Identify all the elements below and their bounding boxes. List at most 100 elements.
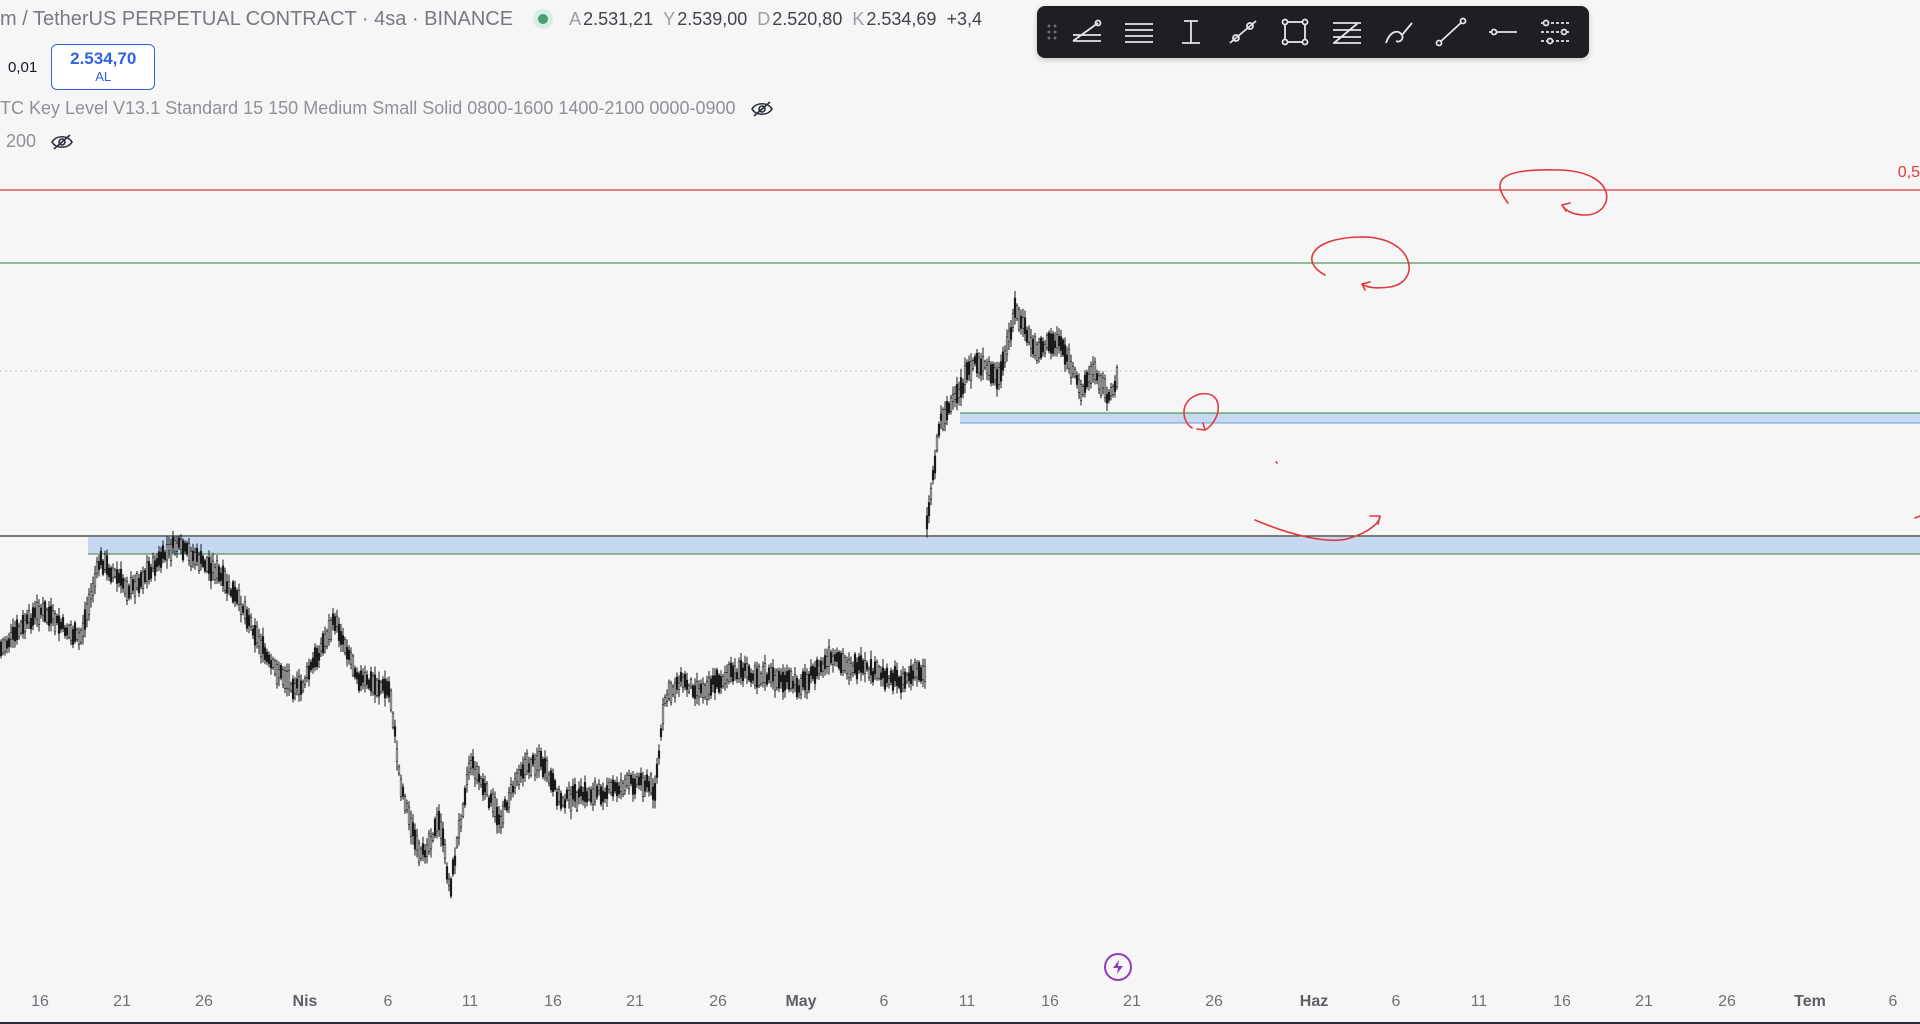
candle-body bbox=[1051, 333, 1055, 354]
candle-body bbox=[691, 685, 695, 697]
candle-body bbox=[267, 654, 271, 664]
line-with-points-icon[interactable] bbox=[1217, 10, 1269, 54]
candle-body bbox=[967, 361, 971, 375]
candle-body bbox=[535, 755, 539, 771]
candle-body bbox=[273, 660, 277, 675]
candle-body bbox=[247, 615, 251, 626]
eye-slash-icon[interactable] bbox=[750, 100, 774, 118]
time-axis-label: 21 bbox=[1635, 993, 1653, 1010]
support-zone-upper[interactable] bbox=[960, 413, 1920, 423]
candle-body bbox=[203, 560, 207, 572]
symbol-header: m / TetherUS PERPETUAL CONTRACT · 4sa · … bbox=[0, 4, 982, 34]
candle-body bbox=[437, 811, 441, 830]
candle-body bbox=[89, 591, 93, 600]
candle-body bbox=[823, 655, 827, 670]
candle-body bbox=[159, 551, 163, 568]
candle-body bbox=[91, 583, 95, 596]
candle-body bbox=[727, 663, 731, 682]
indicator-legend-ma[interactable]: 200 bbox=[6, 131, 74, 152]
candle-body bbox=[357, 673, 361, 691]
candle-body bbox=[1053, 340, 1057, 348]
candle-body bbox=[285, 671, 289, 689]
candle-body bbox=[595, 786, 599, 798]
candle-body bbox=[1017, 309, 1021, 330]
drag-handle-icon[interactable] bbox=[1043, 18, 1061, 46]
candle-body bbox=[219, 572, 223, 581]
candle-body bbox=[831, 655, 835, 665]
candle-body bbox=[313, 647, 317, 668]
buy-button[interactable]: 2.534,70 AL bbox=[51, 44, 156, 90]
trend-line-icon[interactable] bbox=[1425, 10, 1477, 54]
time-axis-label: 16 bbox=[1041, 993, 1059, 1010]
rectangle-icon[interactable] bbox=[1269, 10, 1321, 54]
candle-body bbox=[915, 668, 919, 679]
candle-body bbox=[1013, 297, 1017, 318]
candle-body bbox=[873, 661, 877, 675]
eye-slash-icon[interactable] bbox=[50, 133, 74, 151]
candle-body bbox=[947, 403, 951, 414]
horizontal-ray-icon[interactable] bbox=[1477, 10, 1529, 54]
candle-body bbox=[1019, 315, 1023, 329]
support-zone-lower[interactable] bbox=[88, 537, 1920, 554]
candle-body bbox=[153, 560, 157, 576]
candle-body bbox=[243, 601, 247, 619]
candle-body bbox=[349, 652, 353, 665]
candle-body bbox=[515, 773, 519, 782]
candle-body bbox=[591, 788, 595, 805]
candle-body bbox=[347, 649, 351, 660]
candle-body bbox=[797, 685, 801, 693]
candle-body bbox=[435, 814, 439, 832]
candle-body bbox=[711, 675, 715, 685]
candle-body bbox=[1015, 305, 1019, 320]
candle-body bbox=[821, 663, 825, 672]
candle-body bbox=[17, 625, 21, 638]
candle-body bbox=[213, 567, 217, 580]
indicator-legend-keylevel[interactable]: TC Key Level V13.1 Standard 15 150 Mediu… bbox=[0, 98, 774, 119]
candle-body bbox=[945, 401, 949, 421]
candle-body bbox=[775, 670, 779, 689]
ohlc-values: A 2.531,21 Y 2.539,00 D 2.520,80 K 2.534,69 … bbox=[569, 9, 982, 30]
candle-body bbox=[585, 791, 589, 803]
candle-body bbox=[737, 661, 741, 680]
candle-body bbox=[471, 756, 475, 769]
market-status-icon bbox=[533, 9, 554, 29]
hand-drawn-annotations[interactable] bbox=[1183, 168, 1920, 542]
candle-body bbox=[875, 661, 879, 679]
fib-lines-icon[interactable] bbox=[1321, 10, 1373, 54]
candle-body bbox=[411, 822, 415, 837]
candle-body bbox=[495, 806, 499, 826]
candle-body bbox=[881, 667, 885, 678]
candle-body bbox=[191, 550, 195, 561]
candle-body bbox=[337, 623, 341, 641]
candle-body bbox=[701, 683, 705, 698]
candle-body bbox=[1003, 350, 1007, 363]
candle-body bbox=[63, 627, 67, 636]
candle-body bbox=[95, 561, 99, 574]
candle-body bbox=[1055, 334, 1059, 349]
candle-body bbox=[815, 659, 819, 677]
candle-body bbox=[543, 758, 547, 774]
candle-body bbox=[549, 770, 553, 790]
candle-body bbox=[939, 413, 943, 421]
candle-body bbox=[557, 789, 561, 802]
vertical-measure-icon[interactable] bbox=[1165, 10, 1217, 54]
symbol-title[interactable]: m / TetherUS PERPETUAL CONTRACT · 4sa · … bbox=[0, 7, 514, 30]
candle-body bbox=[739, 660, 743, 678]
brush-icon[interactable] bbox=[1373, 10, 1425, 54]
candle-body bbox=[125, 580, 129, 601]
candle-body bbox=[261, 636, 265, 654]
candle-body bbox=[641, 777, 645, 797]
trend-angle-icon[interactable] bbox=[1061, 10, 1113, 54]
candle-body bbox=[115, 569, 119, 584]
parallel-lines-icon[interactable] bbox=[1113, 10, 1165, 54]
ohlc-close: K 2.534,69 bbox=[852, 8, 937, 29]
candle-body bbox=[257, 636, 261, 647]
time-axis-label: 6 bbox=[1391, 993, 1401, 1010]
candle-body bbox=[207, 557, 211, 574]
settings-lines-icon[interactable] bbox=[1529, 10, 1581, 54]
lightning-icon[interactable] bbox=[1104, 953, 1132, 981]
candle-body bbox=[355, 672, 359, 680]
candle-body bbox=[867, 669, 871, 678]
candle-body bbox=[521, 764, 525, 779]
